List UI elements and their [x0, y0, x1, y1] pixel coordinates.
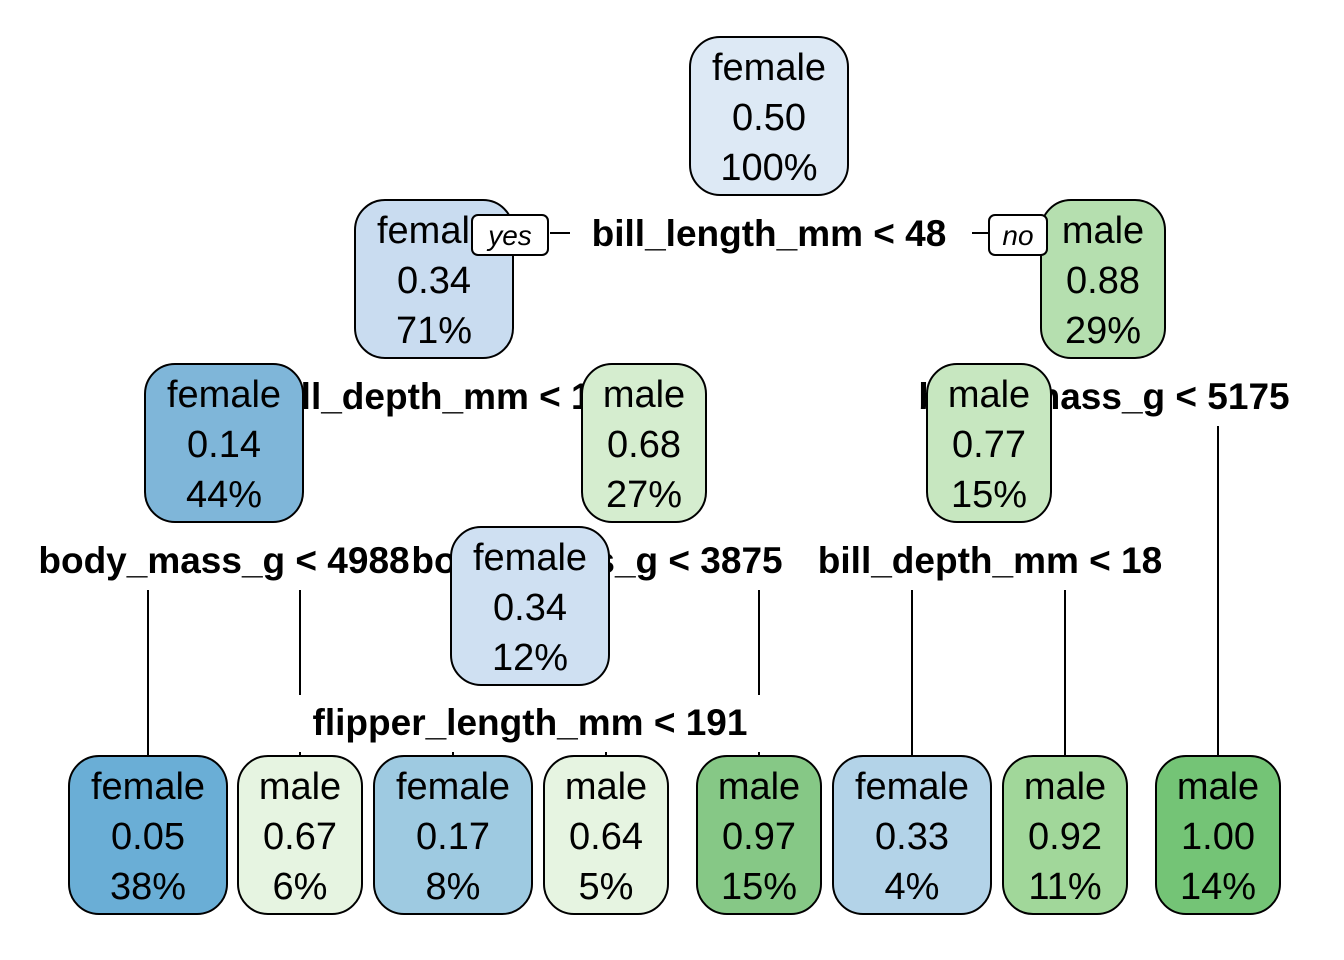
node-class: male	[1062, 210, 1144, 252]
node-percentage: 15%	[721, 866, 797, 908]
tree-edges	[147, 232, 1219, 756]
node-percentage: 6%	[273, 866, 328, 908]
node-class: male	[1177, 766, 1259, 808]
leaf-node: male 0.64 5%	[543, 755, 669, 915]
node-box	[68, 755, 228, 915]
node-probability: 0.67	[263, 816, 337, 858]
node-box	[832, 755, 992, 915]
node-box	[689, 36, 849, 196]
node-percentage: 38%	[110, 866, 186, 908]
node-class: male	[948, 374, 1030, 416]
node-percentage: 29%	[1065, 310, 1141, 352]
node-box	[1002, 755, 1128, 915]
leaf-node: female 0.33 4%	[832, 755, 992, 915]
node-probability: 0.05	[111, 816, 185, 858]
leaf-node: female 0.05 38%	[68, 755, 228, 915]
node-probability: 0.17	[416, 816, 490, 858]
split-label: bill_depth_mm < 16	[268, 376, 612, 417]
node-percentage: 44%	[186, 474, 262, 516]
yes-label: yes	[471, 214, 549, 256]
node-box	[237, 755, 363, 915]
tree-node: female 0.50 100%	[689, 36, 849, 196]
node-probability: 0.68	[607, 424, 681, 466]
tree-nodes: female 0.50 100% female 0.34 71% male 0.88 29% fe…	[68, 36, 1281, 915]
branch-labels: yes no	[471, 214, 1048, 256]
tree-node: male 0.88 29%	[1040, 199, 1166, 359]
svg-text:no: no	[1002, 220, 1033, 251]
node-percentage: 5%	[579, 866, 634, 908]
tree-node: female 0.14 44%	[144, 363, 304, 523]
node-box	[1155, 755, 1281, 915]
node-box	[926, 363, 1052, 523]
node-box	[1040, 199, 1166, 359]
tree-node: male 0.77 15%	[926, 363, 1052, 523]
node-probability: 0.14	[187, 424, 261, 466]
node-class: female	[473, 537, 587, 579]
node-probability: 1.00	[1181, 816, 1255, 858]
node-percentage: 4%	[885, 866, 940, 908]
node-box	[696, 755, 822, 915]
node-class: female	[855, 766, 969, 808]
node-box	[373, 755, 533, 915]
node-probability: 0.34	[397, 260, 471, 302]
node-class: female	[712, 47, 826, 89]
leaf-node: female 0.17 8%	[373, 755, 533, 915]
node-probability: 0.33	[875, 816, 949, 858]
node-percentage: 71%	[396, 310, 472, 352]
node-class: male	[718, 766, 800, 808]
node-percentage: 8%	[426, 866, 481, 908]
tree-node: male 0.68 27%	[581, 363, 707, 523]
node-class: male	[259, 766, 341, 808]
leaf-node: male 0.67 6%	[237, 755, 363, 915]
tree-node: female 0.34 12%	[450, 526, 610, 686]
node-percentage: 11%	[1028, 866, 1101, 908]
node-class: female	[396, 766, 510, 808]
no-label: no	[988, 214, 1048, 256]
node-percentage: 100%	[720, 147, 817, 189]
split-label: bill_depth_mm < 18	[818, 540, 1162, 581]
node-class: female	[91, 766, 205, 808]
node-probability: 0.97	[722, 816, 796, 858]
leaf-node: male 1.00 14%	[1155, 755, 1281, 915]
node-probability: 0.77	[952, 424, 1026, 466]
leaf-node: male 0.92 11%	[1002, 755, 1128, 915]
node-class: male	[565, 766, 647, 808]
node-percentage: 27%	[606, 474, 682, 516]
node-probability: 0.50	[732, 97, 806, 139]
node-class: female	[167, 374, 281, 416]
node-box	[543, 755, 669, 915]
node-probability: 0.88	[1066, 260, 1140, 302]
node-percentage: 14%	[1180, 866, 1256, 908]
node-probability: 0.64	[569, 816, 643, 858]
split-label: bill_length_mm < 48	[592, 213, 947, 254]
node-percentage: 12%	[492, 637, 568, 679]
node-box	[144, 363, 304, 523]
node-class: male	[1024, 766, 1106, 808]
node-box	[581, 363, 707, 523]
node-percentage: 15%	[951, 474, 1027, 516]
node-probability: 0.34	[493, 587, 567, 629]
node-box	[450, 526, 610, 686]
node-probability: 0.92	[1028, 816, 1102, 858]
svg-text:yes: yes	[486, 220, 532, 251]
node-class: male	[603, 374, 685, 416]
leaf-node: male 0.97 15%	[696, 755, 822, 915]
split-label: flipper_length_mm < 191	[313, 702, 748, 743]
split-label: body_mass_g < 4988	[38, 540, 409, 581]
